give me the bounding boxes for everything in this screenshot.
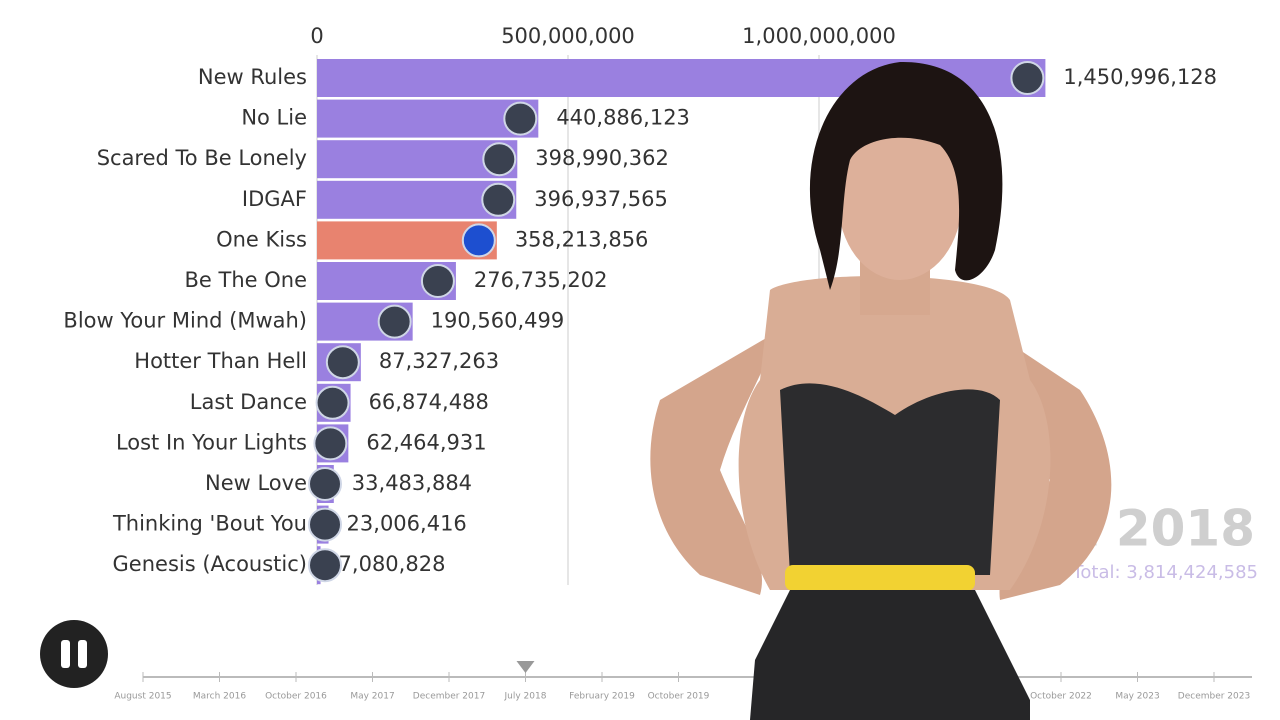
arm — [650, 330, 780, 595]
value-label: 358,213,856 — [515, 227, 649, 251]
x-tick-label: 1,000,000,000 — [742, 24, 896, 48]
timeline-label: October 2022 — [1030, 692, 1092, 702]
album-icon — [1010, 61, 1045, 95]
category-label: Last Dance — [190, 390, 307, 414]
album-icon — [420, 264, 455, 298]
category-label: One Kiss — [216, 227, 307, 251]
album-icon — [377, 304, 412, 339]
value-label: 396,937,565 — [534, 187, 668, 211]
value-label: 23,006,416 — [347, 512, 467, 536]
photo-overlay — [650, 61, 1112, 720]
timeline-label: March 2016 — [193, 692, 246, 702]
album-icon — [308, 548, 342, 583]
category-label: New Love — [205, 471, 307, 495]
album-icon — [482, 142, 517, 177]
timeline-label: December 2017 — [413, 692, 485, 702]
category-label: IDGAF — [242, 187, 307, 211]
pause-bar — [61, 640, 70, 668]
timeline-label: August 2015 — [114, 692, 171, 702]
pause-button[interactable] — [40, 620, 108, 688]
value-label: 398,990,362 — [535, 146, 669, 170]
value-label: 1,450,996,128 — [1063, 65, 1217, 89]
album-icon — [315, 385, 350, 420]
timeline-label: May 2023 — [1115, 692, 1159, 702]
x-tick-label: 500,000,000 — [501, 24, 635, 48]
value-label: 62,464,931 — [366, 430, 486, 454]
total-label: Total: 3,814,424,585 — [1071, 562, 1258, 583]
timeline: August 2015 March 2016 October 2016 May 201… — [114, 661, 1252, 702]
dress — [780, 383, 1000, 575]
album-icon — [461, 223, 496, 258]
category-label: Hotter Than Hell — [134, 349, 307, 373]
tape — [785, 565, 975, 591]
timeline-label: July 2018 — [504, 692, 547, 702]
face — [838, 120, 962, 280]
category-label: Genesis (Acoustic) — [113, 552, 307, 576]
category-label: New Rules — [198, 65, 307, 89]
value-label: 33,483,884 — [352, 471, 472, 495]
timeline-label: February 2019 — [569, 692, 635, 702]
value-label: 87,327,263 — [379, 349, 499, 373]
hair — [809, 61, 1003, 290]
x-tick-label: 0 — [310, 24, 323, 48]
timeline-marker — [516, 661, 535, 673]
timeline-label: October 2016 — [265, 692, 327, 702]
pause-circle[interactable] — [40, 620, 108, 688]
dress-lower — [750, 590, 1030, 720]
album-icon — [325, 345, 360, 380]
value-label: 66,874,488 — [369, 390, 489, 414]
category-label: Thinking 'Bout You — [112, 512, 307, 536]
album-icon — [313, 426, 348, 461]
category-label: No Lie — [241, 106, 307, 130]
bar — [317, 99, 539, 138]
timeline-label: December 2023 — [1178, 692, 1250, 702]
category-label: Blow Your Mind (Mwah) — [63, 309, 307, 333]
category-label: Lost In Your Lights — [116, 430, 307, 454]
value-label: 276,735,202 — [474, 268, 608, 292]
value-label: 440,886,123 — [556, 106, 690, 130]
value-label: 7,080,828 — [339, 552, 446, 576]
timeline-label: May 2017 — [350, 692, 394, 702]
category-label: Scared To Be Lonely — [97, 146, 307, 170]
value-label: 190,560,499 — [431, 309, 565, 333]
pause-bar — [78, 640, 87, 668]
album-icon — [503, 101, 538, 136]
category-label: Be The One — [185, 268, 308, 292]
album-icon — [308, 507, 342, 542]
timeline-label: October 2019 — [648, 692, 710, 702]
album-icon — [481, 182, 516, 217]
album-icon — [308, 467, 342, 501]
